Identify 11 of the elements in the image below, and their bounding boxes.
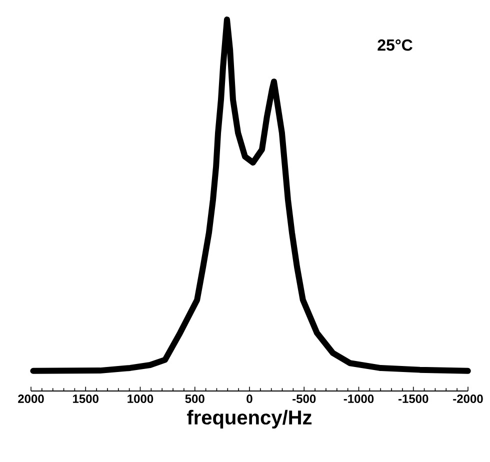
x-tick-label: 2000	[18, 394, 44, 404]
x-tick-label: 1000	[128, 394, 154, 404]
x-tick-label: 1500	[73, 394, 98, 404]
annotation: 25°C	[378, 39, 412, 51]
x-tick-label: 0	[246, 394, 252, 404]
x-tick-label: -500	[292, 394, 316, 404]
x-tick-label: 500	[185, 394, 204, 404]
x-tick-label: -2000	[453, 394, 483, 404]
x-tick-label: -1500	[398, 394, 428, 404]
x-axis-title: frequency/Hz	[187, 410, 312, 429]
x-tick-label: -1000	[344, 394, 374, 404]
